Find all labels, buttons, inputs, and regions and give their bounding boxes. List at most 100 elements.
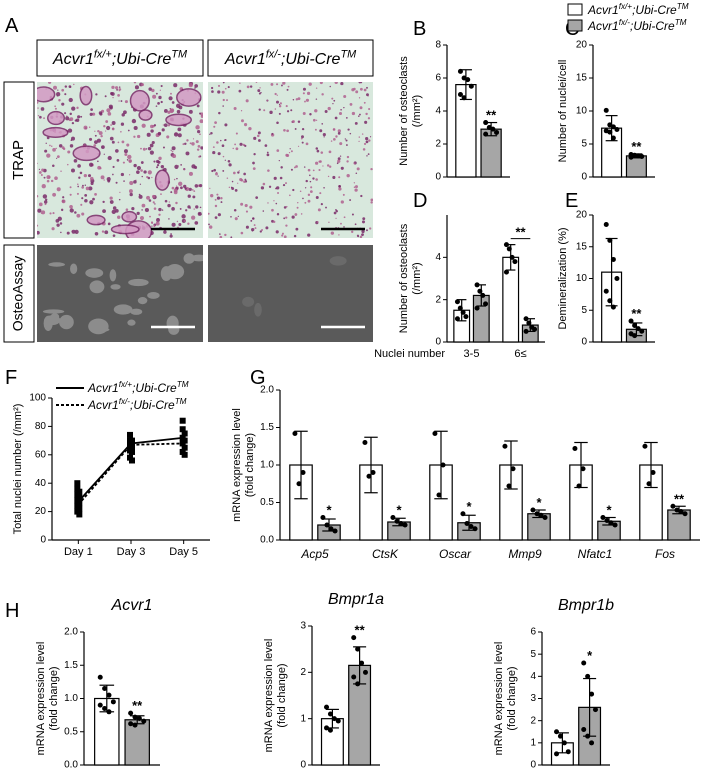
y-tick-label: 1.5 [64, 660, 78, 671]
stain-speck [318, 168, 321, 172]
stain-speck [332, 128, 336, 131]
stain-speck [235, 132, 238, 135]
stain-speck [217, 175, 219, 177]
resorption-pit [44, 315, 61, 326]
y-tick-label: 0 [530, 760, 536, 771]
stain-speck [359, 87, 363, 91]
stain-speck [187, 205, 191, 209]
stain-speck [95, 93, 98, 96]
stain-speck [279, 176, 283, 180]
stain-speck [112, 206, 117, 210]
stain-speck [140, 161, 144, 164]
panel-letter: B [413, 18, 426, 40]
y-axis-label: Number of osteoclasts [398, 223, 410, 333]
stain-speck [195, 205, 199, 209]
stain-speck [328, 150, 332, 154]
stain-speck [244, 178, 247, 181]
row-label-box [3, 81, 35, 239]
stain-speck [103, 125, 106, 128]
stain-speck [192, 195, 196, 199]
stain-speck [142, 147, 146, 151]
stain-speck [167, 203, 171, 208]
stain-speck [271, 208, 274, 212]
stain-speck [66, 231, 70, 235]
data-point [432, 431, 438, 436]
stain-speck [337, 132, 341, 135]
stain-speck [288, 151, 291, 154]
stain-speck [226, 99, 228, 102]
osteoclast [42, 126, 69, 138]
data-point [650, 470, 656, 475]
stain-speck [149, 215, 151, 218]
stain-speck [134, 85, 139, 90]
stain-speck [163, 123, 168, 128]
stain-speck [224, 159, 226, 161]
stain-speck [108, 177, 110, 179]
stain-speck [221, 90, 225, 94]
data-point [483, 131, 489, 137]
stain-speck [111, 85, 115, 90]
y-tick-label: 5 [581, 305, 587, 316]
stain-speck [245, 225, 249, 229]
stain-speck [64, 93, 67, 96]
stain-speck [369, 227, 372, 230]
stain-speck [331, 97, 334, 100]
stain-speck [160, 193, 162, 195]
stain-speck [120, 122, 125, 126]
y-tick-label: 0.0 [64, 760, 78, 771]
stain-speck [250, 219, 253, 222]
resorption-pit [147, 291, 160, 299]
stain-speck [187, 194, 191, 198]
stain-speck [126, 159, 129, 161]
stain-speck [230, 236, 233, 238]
stain-speck [69, 144, 74, 148]
x-tick-label: 3-5 [464, 348, 480, 360]
stain-speck [46, 179, 50, 183]
stain-speck [271, 132, 274, 135]
stain-speck [366, 155, 368, 157]
stain-speck [337, 159, 341, 163]
stain-speck [266, 99, 269, 101]
stain-speck [283, 235, 287, 238]
osteoclast [129, 89, 150, 112]
stain-speck [248, 126, 252, 131]
stain-speck [283, 128, 286, 132]
y-tick-label: 40 [35, 478, 47, 489]
stain-speck [307, 233, 311, 237]
stain-speck [369, 136, 372, 138]
stain-speck [275, 230, 279, 234]
stain-speck [175, 103, 181, 109]
stain-speck [164, 199, 168, 203]
stain-speck [261, 229, 264, 231]
stain-speck [304, 187, 307, 189]
osteoclast [154, 169, 170, 191]
stain-speck [234, 189, 238, 192]
data-point [179, 417, 186, 424]
stain-speck [181, 214, 186, 219]
stain-speck [158, 95, 162, 100]
stain-speck [237, 182, 239, 184]
stain-speck [49, 144, 51, 147]
stain-speck [340, 166, 344, 170]
data-point [129, 457, 135, 464]
stain-speck [133, 163, 137, 168]
genotype-mid: ;Ubi-Cre [281, 51, 341, 68]
stain-speck [221, 144, 225, 148]
stain-speck [362, 217, 366, 221]
stain-speck [224, 233, 227, 237]
resorption-pit [127, 319, 136, 326]
y-tick-label: 2.0 [260, 385, 274, 396]
osteoclast [72, 145, 101, 162]
genotype-label: Acvr1fx/+;Ubi-CreTM [87, 380, 189, 395]
stain-speck [112, 234, 116, 237]
stain-speck [319, 82, 323, 85]
data-point [610, 256, 616, 262]
resorption-pit [130, 308, 143, 315]
stain-speck [276, 94, 278, 96]
micrograph [208, 82, 373, 238]
stain-speck [222, 155, 225, 158]
stain-speck [41, 184, 46, 189]
stain-speck [300, 137, 303, 140]
stain-speck [169, 234, 173, 238]
stain-speck [351, 88, 355, 92]
